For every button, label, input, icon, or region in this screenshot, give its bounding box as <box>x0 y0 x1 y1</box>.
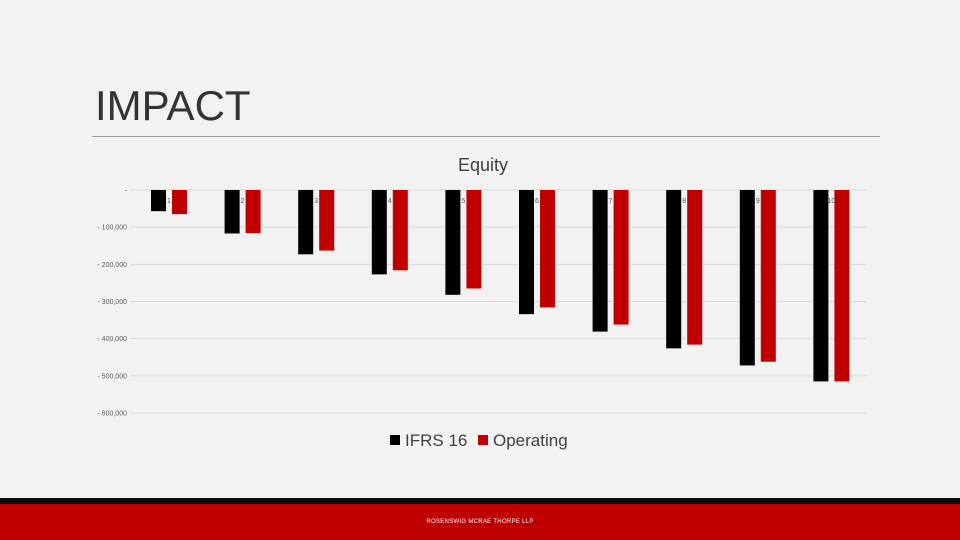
x-tick-label: 5 <box>461 198 465 205</box>
bar-operating <box>172 190 187 215</box>
equity-chart: Equity - - 100,000 - 200,000 - 300,000 - 400,… <box>97 155 866 450</box>
x-tick-label: 2 <box>241 198 245 205</box>
x-tick-label: 7 <box>609 198 613 205</box>
bar-ifrs16 <box>592 190 608 332</box>
bar-operating <box>540 190 555 308</box>
title-divider <box>92 136 880 137</box>
y-tick-label: - 400,000 <box>97 336 127 343</box>
bar-operating <box>392 190 408 271</box>
bar-operating <box>760 190 776 362</box>
bar-ifrs16 <box>813 190 829 382</box>
bar-ifrs16 <box>371 190 387 275</box>
x-tick-label: 6 <box>535 198 539 205</box>
y-tick-label: - 200,000 <box>97 262 127 269</box>
legend-label: Operating <box>493 431 568 450</box>
bar-operating <box>319 190 335 251</box>
bar-ifrs16 <box>224 190 240 234</box>
bar-ifrs16 <box>666 190 682 349</box>
bar-operating <box>466 190 482 289</box>
y-tick-label: - <box>125 188 128 195</box>
bar-operating <box>834 190 850 382</box>
footer-firm-name: ROSENSWIG MCRAE THORPE LLP <box>426 519 534 525</box>
bar-ifrs16 <box>445 190 461 295</box>
bar-operating <box>245 190 261 234</box>
slide-title: IMPACT <box>95 82 251 129</box>
x-tick-label: 4 <box>388 198 392 205</box>
y-tick-label: - 300,000 <box>97 299 127 306</box>
footer-black-band <box>0 498 960 504</box>
legend-swatch <box>478 435 488 445</box>
x-tick-label: 8 <box>682 198 686 205</box>
y-tick-label: - 100,000 <box>97 225 127 232</box>
legend-label: IFRS 16 <box>405 431 467 450</box>
x-tick-label: 10 <box>828 198 836 205</box>
x-tick-label: 1 <box>167 198 171 205</box>
bar-ifrs16 <box>151 190 166 212</box>
legend-swatch <box>390 435 400 445</box>
x-tick-label: 9 <box>756 198 760 205</box>
bar-operating <box>687 190 703 345</box>
chart-title: Equity <box>458 155 508 175</box>
footer-red-band <box>0 504 960 540</box>
bar-ifrs16 <box>519 190 534 315</box>
y-tick-label: - 500,000 <box>97 373 127 380</box>
bar-operating <box>613 190 629 325</box>
bar-ifrs16 <box>298 190 314 255</box>
bar-ifrs16 <box>739 190 755 366</box>
y-tick-label: - 600,000 <box>97 411 127 418</box>
x-tick-label: 3 <box>314 198 318 205</box>
